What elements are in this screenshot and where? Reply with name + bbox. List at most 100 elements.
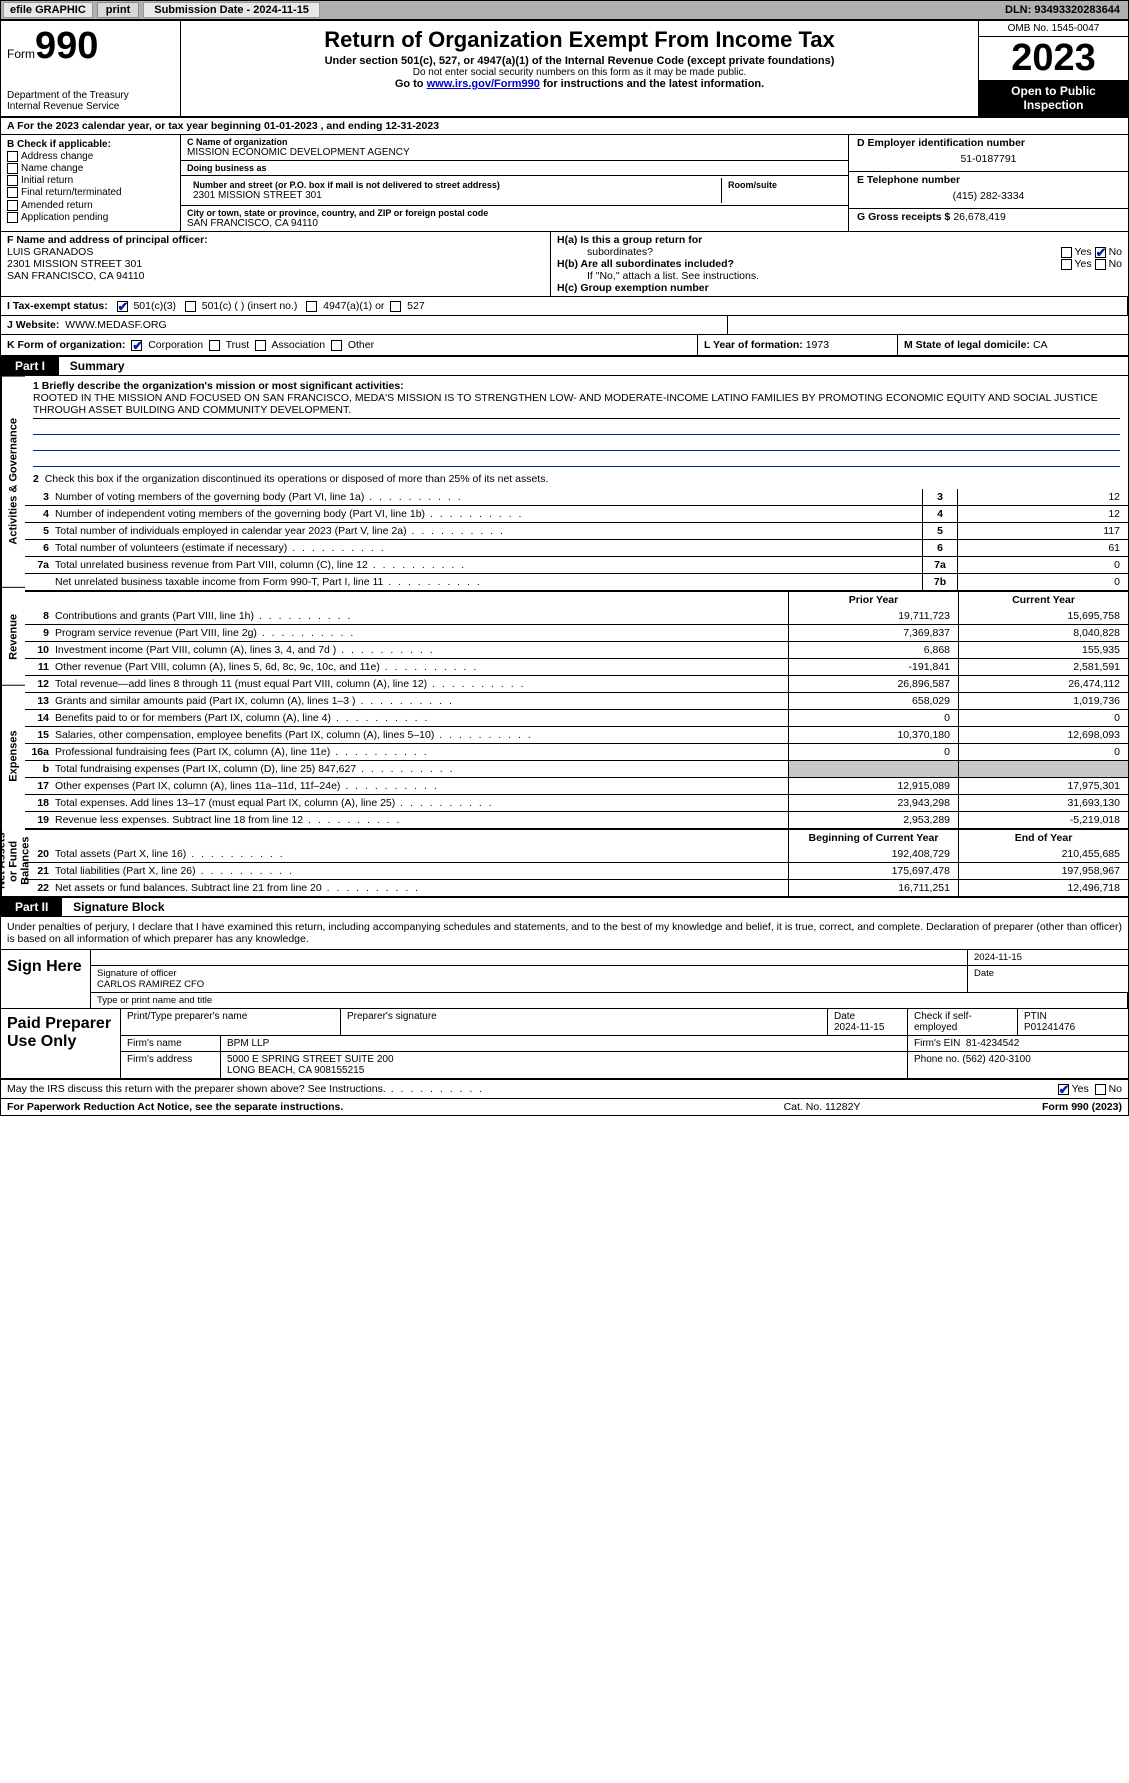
cb-trust[interactable] xyxy=(209,340,220,351)
side-revenue: Revenue xyxy=(1,587,25,686)
state-value: CA xyxy=(1033,339,1048,351)
goto-pre: Go to xyxy=(395,78,427,90)
cb-corporation[interactable] xyxy=(131,340,142,351)
gov-line: Net unrelated business taxable income fr… xyxy=(25,573,1128,590)
revenue-section: Prior Year Current Year 8Contributions a… xyxy=(25,591,1128,693)
ptin-label: PTIN xyxy=(1024,1011,1047,1022)
gov-line: 3Number of voting members of the governi… xyxy=(25,489,1128,505)
gross-receipts-block: G Gross receipts $ 26,678,419 xyxy=(849,208,1128,225)
blank-line xyxy=(33,453,1120,467)
blank-line xyxy=(33,421,1120,435)
firm-ein: 81-4234542 xyxy=(966,1038,1019,1049)
print-button[interactable]: print xyxy=(97,2,139,18)
cb-501c[interactable] xyxy=(185,301,196,312)
row-a-calendar-year: A For the 2023 calendar year, or tax yea… xyxy=(1,118,1128,135)
tax-exempt-status: I Tax-exempt status: 501(c)(3) 501(c) ( … xyxy=(1,297,1128,315)
cb-name-change[interactable]: Name change xyxy=(7,163,174,174)
part-ii-badge: Part II xyxy=(1,898,62,916)
cb-amended-return[interactable]: Amended return xyxy=(7,200,174,211)
blank-line xyxy=(33,437,1120,451)
row-f-h: F Name and address of principal officer:… xyxy=(1,232,1128,297)
cb-association[interactable] xyxy=(255,340,266,351)
line-2: 2 Check this box if the organization dis… xyxy=(33,473,1120,485)
form-org-label: K Form of organization: xyxy=(7,339,125,351)
principal-officer: F Name and address of principal officer:… xyxy=(1,232,551,296)
org-name-label: C Name of organization xyxy=(187,137,842,147)
ssn-warning: Do not enter social security numbers on … xyxy=(185,67,974,78)
row-k-l-m: K Form of organization: Corporation Trus… xyxy=(1,335,1128,357)
state-domicile: M State of legal domicile: CA xyxy=(898,335,1128,355)
dba-block: Doing business as xyxy=(181,161,848,176)
cb-4947[interactable] xyxy=(306,301,317,312)
cb-initial-return[interactable]: Initial return xyxy=(7,175,174,186)
cb-address-change[interactable]: Address change xyxy=(7,151,174,162)
phone-block: E Telephone number (415) 282-3334 xyxy=(849,171,1128,208)
org-name-block: C Name of organization MISSION ECONOMIC … xyxy=(181,135,848,161)
dln: DLN: 93493320283644 xyxy=(1005,4,1120,16)
summary-body: 1 Briefly describe the organization's mi… xyxy=(25,376,1128,896)
gov-line: 7aTotal unrelated business revenue from … xyxy=(25,556,1128,573)
cb-application-pending[interactable]: Application pending xyxy=(7,212,174,223)
gross-receipts-label: G Gross receipts $ xyxy=(857,211,950,223)
room-label: Room/suite xyxy=(728,180,836,190)
tax-year: 2023 xyxy=(979,37,1128,80)
col-b-checkboxes: B Check if applicable: Address change Na… xyxy=(1,135,181,231)
city-value: SAN FRANCISCO, CA 94110 xyxy=(187,218,842,229)
discuss-no-cb[interactable] xyxy=(1095,1084,1106,1095)
side-expenses: Expenses xyxy=(1,685,25,826)
year-formation-label: L Year of formation: xyxy=(704,339,803,351)
tax-exempt-label: I Tax-exempt status: xyxy=(7,300,108,312)
ha-yes-cb[interactable] xyxy=(1061,247,1072,258)
prior-current-header: Prior Year Current Year xyxy=(25,591,1128,608)
sign-here-label: Sign Here xyxy=(1,950,91,1008)
ha-no-cb[interactable] xyxy=(1095,247,1106,258)
cb-501c3[interactable] xyxy=(117,301,128,312)
city-label: City or town, state or province, country… xyxy=(187,208,842,218)
form-num: 990 xyxy=(35,25,98,67)
org-name: MISSION ECONOMIC DEVELOPMENT AGENCY xyxy=(187,147,842,158)
hb-no-cb[interactable] xyxy=(1095,259,1106,270)
summary-line: 14Benefits paid to or for members (Part … xyxy=(25,709,1128,726)
ha-sub: subordinates? xyxy=(557,246,653,258)
begin-year-hdr: Beginning of Current Year xyxy=(788,830,958,846)
firm-phone: (562) 420-3100 xyxy=(962,1054,1030,1065)
cb-other[interactable] xyxy=(331,340,342,351)
street-label: Number and street (or P.O. box if mail i… xyxy=(193,180,715,190)
hb-yes-cb[interactable] xyxy=(1061,259,1072,270)
expenses-section: 13Grants and similar amounts paid (Part … xyxy=(25,693,1128,829)
irs-link[interactable]: www.irs.gov/Form990 xyxy=(427,78,540,90)
cat-no: Cat. No. 11282Y xyxy=(722,1101,922,1113)
hb-note: If "No," attach a list. See instructions… xyxy=(557,270,1122,282)
dba-label: Doing business as xyxy=(187,163,842,173)
discuss-yes-cb[interactable] xyxy=(1058,1084,1069,1095)
net-assets-section: Beginning of Current Year End of Year 20… xyxy=(25,829,1128,896)
phone-label: E Telephone number xyxy=(857,174,1120,186)
summary-line: 8Contributions and grants (Part VIII, li… xyxy=(25,608,1128,624)
begin-end-header: Beginning of Current Year End of Year xyxy=(25,829,1128,846)
summary-line: 11Other revenue (Part VIII, column (A), … xyxy=(25,658,1128,675)
city-block: City or town, state or province, country… xyxy=(181,206,848,231)
paid-preparer-label: Paid Preparer Use Only xyxy=(1,1009,121,1078)
cb-527[interactable] xyxy=(390,301,401,312)
part-i-badge: Part I xyxy=(1,357,59,375)
firm-addr-label: Firm's address xyxy=(121,1052,221,1078)
governance-section: 1 Briefly describe the organization's mi… xyxy=(25,376,1128,591)
website-value: WWW.MEDASF.ORG xyxy=(65,319,167,331)
instructions-link-line: Go to www.irs.gov/Form990 for instructio… xyxy=(185,78,974,90)
side-governance: Activities & Governance xyxy=(1,376,25,587)
officer-name: LUIS GRANADOS xyxy=(7,246,544,258)
gov-line: 6Total number of volunteers (estimate if… xyxy=(25,539,1128,556)
firm-name: BPM LLP xyxy=(221,1036,908,1051)
cb-final-return[interactable]: Final return/terminated xyxy=(7,187,174,198)
gross-receipts-value: 26,678,419 xyxy=(953,211,1006,223)
header-title-block: Return of Organization Exempt From Incom… xyxy=(181,21,978,116)
summary-line: 9Program service revenue (Part VIII, lin… xyxy=(25,624,1128,641)
officer-printed: CARLOS RAMIREZ CFO xyxy=(97,979,961,990)
end-year-hdr: End of Year xyxy=(958,830,1128,846)
side-net-assets: Net Assets or Fund Balances xyxy=(1,826,25,896)
ein-value: 51-0187791 xyxy=(857,149,1120,169)
col-d-e-g: D Employer identification number 51-0187… xyxy=(848,135,1128,231)
firm-phone-label: Phone no. xyxy=(914,1054,960,1065)
state-label: M State of legal domicile: xyxy=(904,339,1030,351)
col-b-header: B Check if applicable: xyxy=(7,139,174,150)
